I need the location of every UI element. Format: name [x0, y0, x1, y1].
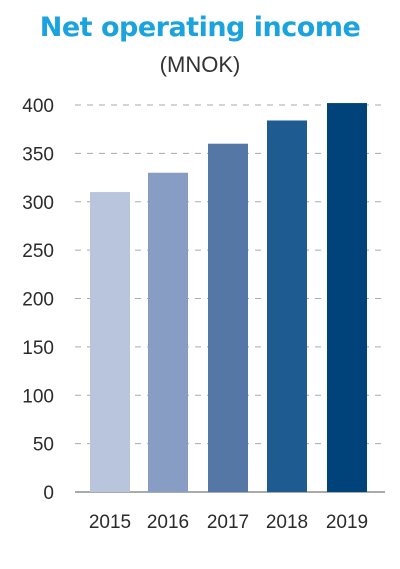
y-tick-label: 350	[22, 144, 54, 165]
chart-subtitle: (MNOK)	[159, 52, 241, 77]
y-tick-label: 150	[22, 338, 54, 359]
y-tick-label: 200	[22, 290, 54, 311]
x-tick-label: 2018	[266, 512, 308, 533]
x-tick-label: 2016	[147, 512, 189, 533]
y-tick-label: 50	[33, 435, 54, 456]
bar-2015	[90, 192, 130, 492]
bar-2016	[148, 172, 188, 492]
bar-2018	[267, 120, 307, 492]
bar-2019	[327, 103, 367, 492]
y-tick-label: 250	[22, 241, 54, 262]
chart-title: Net operating income	[39, 12, 361, 43]
y-tick-label: 400	[22, 96, 54, 117]
x-tick-label: 2017	[207, 512, 249, 533]
bar-2017	[208, 143, 248, 492]
y-tick-label: 0	[43, 483, 54, 504]
y-tick-label: 100	[22, 386, 54, 407]
y-tick-label: 300	[22, 193, 54, 214]
x-tick-label: 2015	[89, 512, 131, 533]
x-tick-label: 2019	[326, 512, 368, 533]
